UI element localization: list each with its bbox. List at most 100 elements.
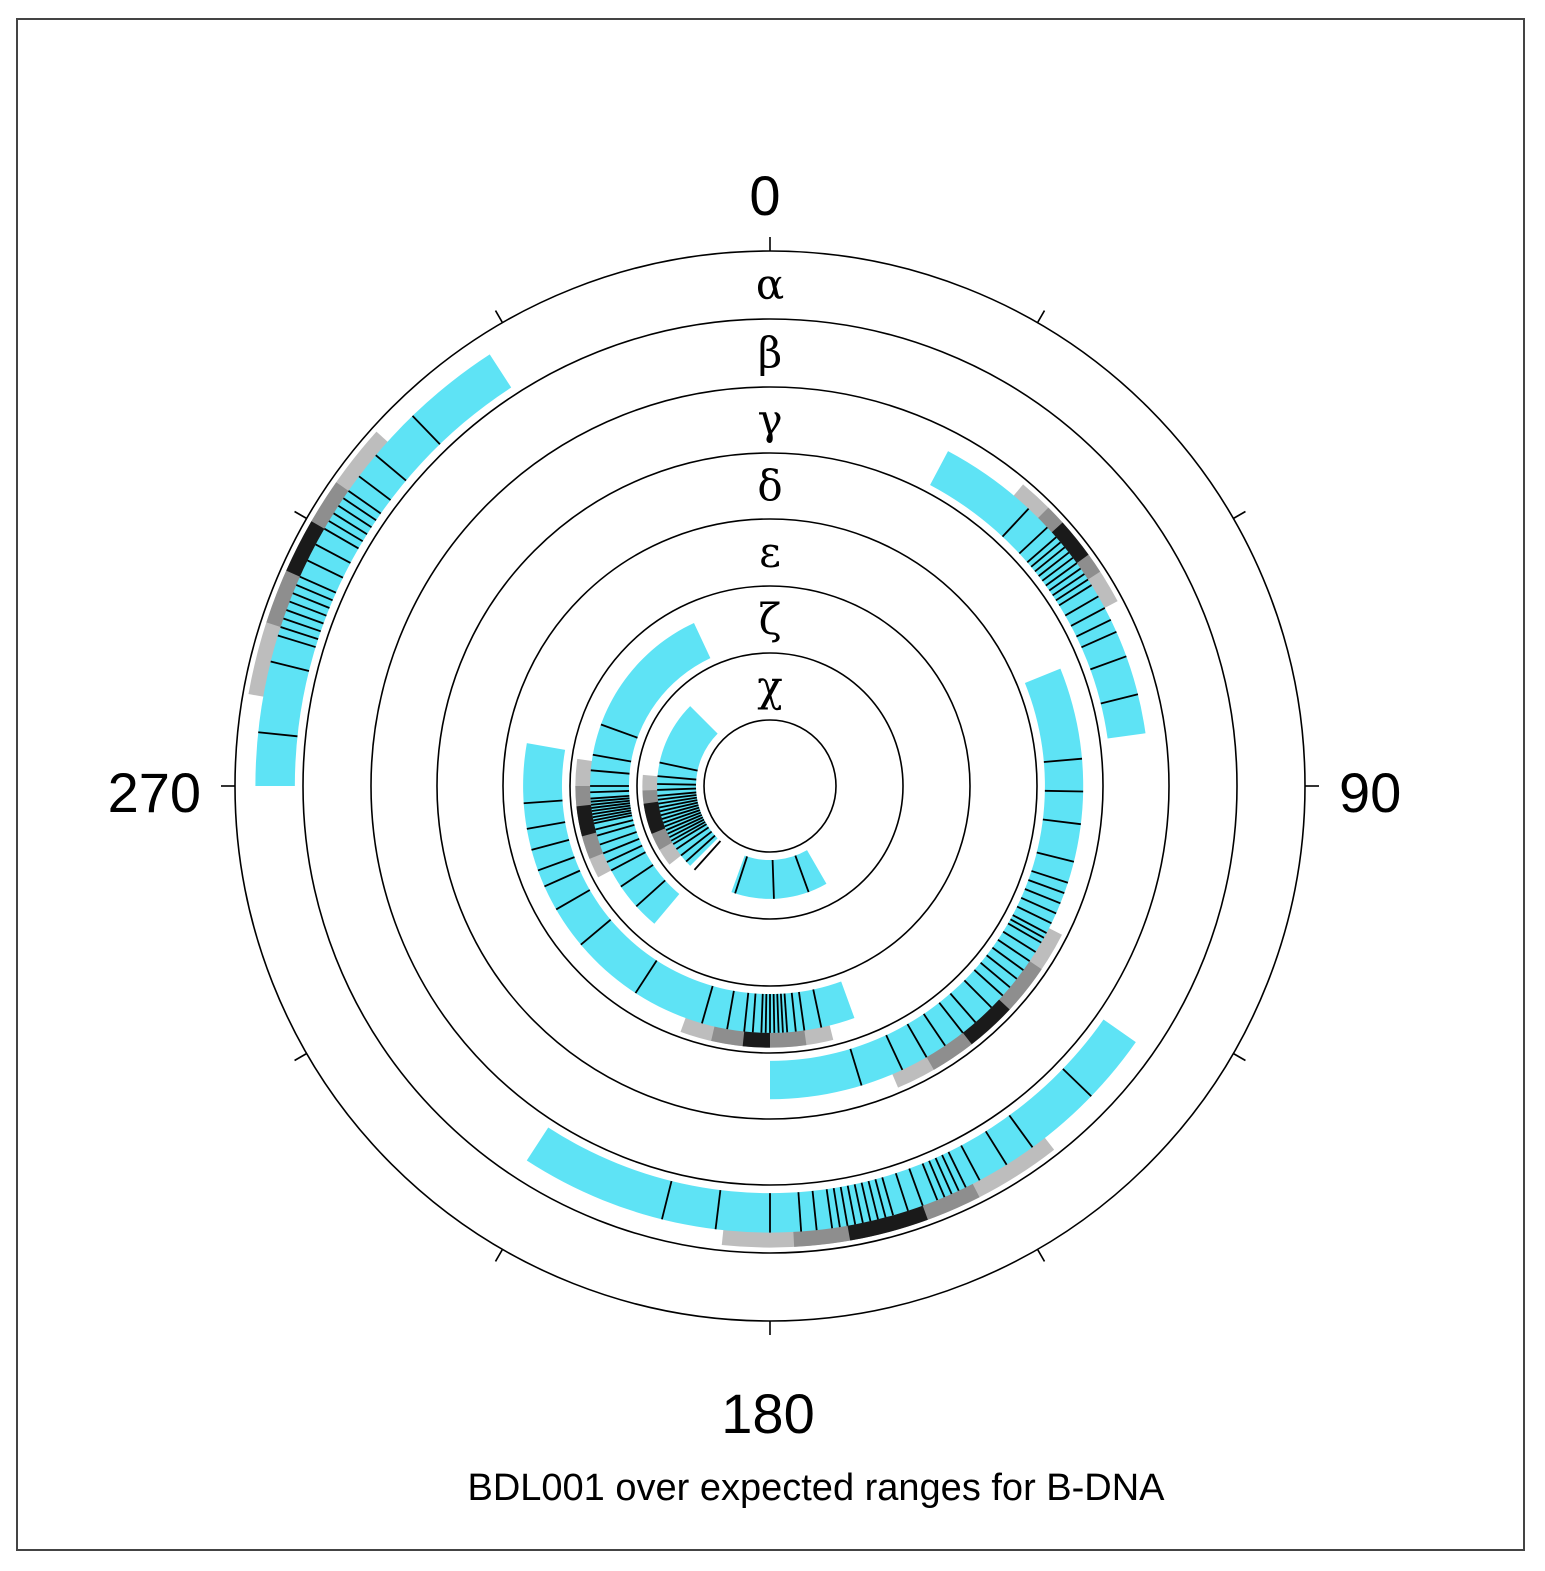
observed-tick bbox=[307, 559, 344, 579]
observed-tick bbox=[1018, 526, 1048, 555]
observed-tick bbox=[894, 1172, 909, 1212]
observed-tick bbox=[675, 826, 710, 850]
observed-tick bbox=[299, 575, 337, 594]
chart-title: BDL001 over expected ranges for B-DNA bbox=[467, 1467, 1165, 1509]
observed-tick bbox=[610, 851, 646, 872]
observed-tick bbox=[668, 818, 705, 839]
observed-tick bbox=[949, 992, 977, 1023]
observed-tick bbox=[657, 791, 697, 797]
ring-circle bbox=[636, 652, 904, 920]
observed-tick bbox=[1026, 536, 1057, 564]
observed-tick bbox=[295, 584, 333, 602]
observed-tick bbox=[1070, 607, 1106, 627]
observed-tick bbox=[591, 804, 631, 812]
observed-tick bbox=[714, 1190, 722, 1230]
observed-tick bbox=[928, 1160, 946, 1198]
observed-tick bbox=[323, 527, 359, 550]
observed-tick bbox=[595, 819, 634, 831]
observed-tick bbox=[772, 993, 776, 1033]
observed-tick bbox=[555, 889, 591, 911]
angle-axis-layer: 0 90 180 270 bbox=[108, 164, 1402, 1445]
observed-tick bbox=[661, 1180, 673, 1220]
observed-tick bbox=[657, 783, 696, 786]
observed-tick bbox=[1041, 557, 1074, 582]
bands-layer bbox=[248, 354, 1146, 1248]
observed-tick bbox=[657, 787, 697, 791]
observed-tick bbox=[537, 856, 575, 872]
observed-tick bbox=[289, 600, 327, 617]
observed-tick bbox=[531, 838, 570, 851]
observed-tick bbox=[853, 1184, 864, 1224]
observed-tick bbox=[280, 626, 319, 641]
observed-tick bbox=[358, 475, 392, 501]
observed-tick bbox=[544, 869, 581, 888]
observed-tick bbox=[286, 609, 324, 625]
observed-tick bbox=[881, 1177, 894, 1216]
observed-tick bbox=[874, 1179, 887, 1218]
observed-tick bbox=[661, 806, 700, 820]
observed-tick bbox=[860, 1182, 872, 1222]
minor-angle-tick bbox=[1232, 1052, 1246, 1062]
observed-tick bbox=[991, 946, 1024, 971]
minor-angle-tick bbox=[1036, 310, 1046, 324]
observed-tick bbox=[685, 834, 716, 863]
minor-angle-tick bbox=[1036, 1248, 1046, 1262]
expected-range-band bbox=[590, 622, 711, 924]
observed-tick bbox=[662, 809, 701, 824]
observed-tick bbox=[328, 520, 364, 543]
observed-tick bbox=[849, 1048, 863, 1086]
minor-angle-tick bbox=[294, 510, 308, 520]
observed-tick bbox=[1010, 918, 1045, 939]
observed-tick bbox=[693, 840, 722, 871]
observed-tick bbox=[1081, 630, 1117, 649]
observed-tick bbox=[620, 864, 654, 888]
ring-circle bbox=[703, 719, 837, 853]
observed-tick bbox=[846, 1185, 857, 1225]
observed-tick bbox=[283, 617, 322, 633]
observed-tick bbox=[602, 838, 640, 855]
ring-circle bbox=[502, 518, 1038, 1054]
observed-tick bbox=[734, 856, 748, 894]
observed-tick bbox=[599, 831, 637, 846]
observed-tick bbox=[665, 814, 703, 831]
observed-tick bbox=[680, 830, 713, 857]
observed-tick bbox=[825, 1189, 834, 1229]
observed-tick bbox=[984, 1130, 1008, 1166]
angle-label: 180 bbox=[721, 1382, 814, 1445]
observed-tick bbox=[667, 816, 704, 835]
observed-tick bbox=[1016, 905, 1052, 925]
minor-angle-tick bbox=[1232, 510, 1246, 520]
observed-tick bbox=[1024, 888, 1061, 905]
observed-tick bbox=[590, 769, 630, 775]
observed-tick bbox=[1034, 546, 1066, 573]
observed-tick bbox=[1058, 584, 1093, 607]
observed-tick bbox=[590, 794, 630, 800]
observed-tick bbox=[764, 993, 768, 1033]
expected-range-band bbox=[255, 354, 512, 786]
observed-tick bbox=[315, 543, 351, 564]
density-dark-band bbox=[1043, 522, 1089, 570]
chart-frame bbox=[16, 18, 1525, 1551]
observed-tick bbox=[1002, 930, 1037, 953]
observed-tick bbox=[743, 992, 750, 1032]
observed-tick bbox=[659, 761, 698, 772]
observed-tick bbox=[658, 796, 698, 805]
observed-tick bbox=[1030, 541, 1062, 568]
observed-tick bbox=[963, 979, 993, 1009]
density-dark-band bbox=[956, 992, 1010, 1045]
observed-tick bbox=[670, 821, 706, 842]
ring-circle bbox=[370, 386, 1170, 1186]
observed-tick bbox=[751, 993, 757, 1033]
observed-tick bbox=[1044, 789, 1084, 793]
observed-tick bbox=[657, 794, 697, 801]
observed-tick bbox=[347, 490, 382, 515]
angle-label: 0 bbox=[749, 164, 780, 227]
observed-tick bbox=[591, 802, 631, 809]
observed-tick bbox=[270, 660, 310, 672]
observed-tick bbox=[783, 993, 789, 1033]
angle-label: 90 bbox=[1339, 761, 1401, 824]
observed-tick bbox=[1007, 922, 1042, 944]
ring-label: ε bbox=[759, 528, 781, 577]
